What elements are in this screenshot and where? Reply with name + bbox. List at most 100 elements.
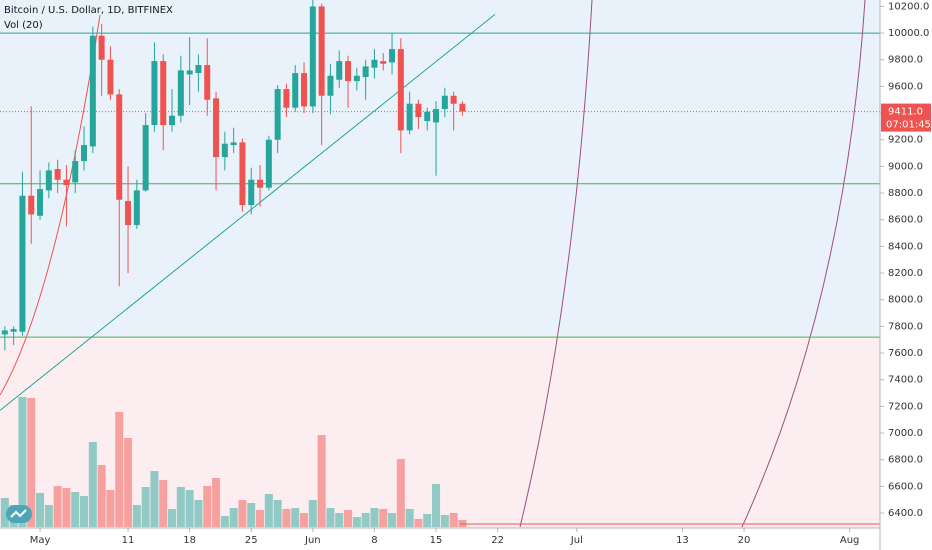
volume-bar [97, 465, 106, 527]
volume-bar [335, 513, 344, 527]
volume-bar [212, 478, 221, 527]
price-box [881, 103, 931, 132]
x-tick-label: 25 [245, 535, 258, 546]
axes: 6400.0 6600.0 6800.0 7000.0 7200.0 7400.0 7600… [30, 1, 931, 546]
candle-body [89, 35, 96, 147]
y-tick-label: 8600.0 [888, 215, 923, 226]
candle-body [389, 49, 396, 63]
candle-body [107, 59, 114, 95]
candle-body [54, 169, 61, 180]
volume-bar [168, 509, 177, 527]
candle-body [424, 111, 431, 122]
candle-body [441, 95, 448, 110]
candle-body [133, 190, 140, 226]
volume-bar [238, 500, 247, 527]
volume-bar [440, 515, 449, 527]
volume-bar [414, 519, 423, 527]
volume-bar [423, 514, 432, 527]
volume-bar [247, 503, 256, 527]
candle-body [239, 142, 246, 206]
volume-bar [256, 510, 265, 527]
candle-body [283, 89, 290, 108]
volume-bar [405, 509, 414, 527]
x-tick-label: Aug [840, 535, 860, 546]
candle-body [177, 70, 184, 116]
volume-bar [0, 498, 9, 527]
price-label: 9411.0 [888, 107, 923, 118]
volume-bar [71, 492, 80, 527]
volume-label: Vol (20) [4, 20, 43, 31]
candle-body [292, 73, 299, 108]
x-tick-label: 8 [371, 535, 377, 546]
volume-bar [370, 508, 379, 527]
arc [519, 0, 593, 528]
candle-body [160, 61, 167, 126]
candle-body [98, 35, 105, 60]
y-tick-label: 7800.0 [888, 321, 923, 332]
candle-body [72, 161, 79, 183]
candle-body [257, 179, 264, 188]
x-tick-label: 22 [491, 535, 504, 546]
countdown: 07:01:45 [886, 120, 931, 131]
y-tick-label: 9200.0 [888, 135, 923, 146]
chart-title: Bitcoin / U.S. Dollar, 1D, BITFINEX [4, 5, 173, 16]
volume-bar [273, 500, 282, 527]
candle-body [142, 125, 149, 191]
volume-bar [27, 398, 36, 527]
volume-bar [44, 505, 53, 527]
x-tick-label: 18 [183, 535, 196, 546]
volume-bar [115, 412, 124, 527]
y-tick-label: 8800.0 [888, 188, 923, 199]
plot [0, 0, 880, 527]
volume-bar [18, 397, 27, 527]
volume-bar [80, 496, 89, 527]
x-tick-label: 11 [122, 535, 135, 546]
candle-body [274, 89, 281, 140]
y-tick-label: 8200.0 [888, 268, 923, 279]
volume-bar [62, 488, 71, 527]
volume-bar [352, 517, 361, 527]
volume-bar [220, 516, 229, 527]
candle-body [248, 179, 255, 206]
candle-body [415, 103, 422, 118]
y-tick-label: 10000.0 [888, 28, 929, 39]
candle-body [28, 195, 35, 215]
volume-bar [361, 513, 370, 527]
candle-body [309, 6, 316, 107]
y-tick-label: 7000.0 [888, 428, 923, 439]
candle-body [204, 65, 211, 100]
volume-bar [317, 435, 326, 527]
candle-body [45, 170, 52, 191]
volume-bar [449, 513, 458, 527]
trendline [0, 14, 496, 411]
y-tick-label: 8400.0 [888, 241, 923, 252]
volume-bar [300, 513, 309, 527]
volume-bar [432, 484, 441, 527]
arc [741, 0, 866, 528]
candle-body [380, 61, 387, 64]
candle-body [397, 49, 404, 131]
volume-bar [36, 493, 45, 527]
candle-body [433, 109, 440, 123]
candle-body [19, 195, 26, 332]
candle-body [459, 103, 466, 112]
volume-bar [282, 509, 291, 527]
volume-bar [185, 490, 194, 527]
candle-body [265, 139, 272, 188]
candle-body [301, 73, 308, 107]
y-tick-label: 10200.0 [888, 1, 929, 12]
y-tick-label: 6400.0 [888, 508, 923, 519]
volume-bar [88, 442, 97, 527]
x-tick-label: 13 [676, 535, 689, 546]
x-tick-label: Jun [304, 535, 321, 546]
volume-bar [203, 486, 212, 527]
candle-body [186, 70, 193, 75]
volume-bar [308, 500, 317, 527]
candle-body [151, 61, 158, 126]
candle-body [221, 143, 228, 158]
candle-body [195, 65, 202, 74]
volume-bar [53, 486, 62, 527]
candle-body [116, 94, 123, 200]
zone [0, 0, 880, 338]
